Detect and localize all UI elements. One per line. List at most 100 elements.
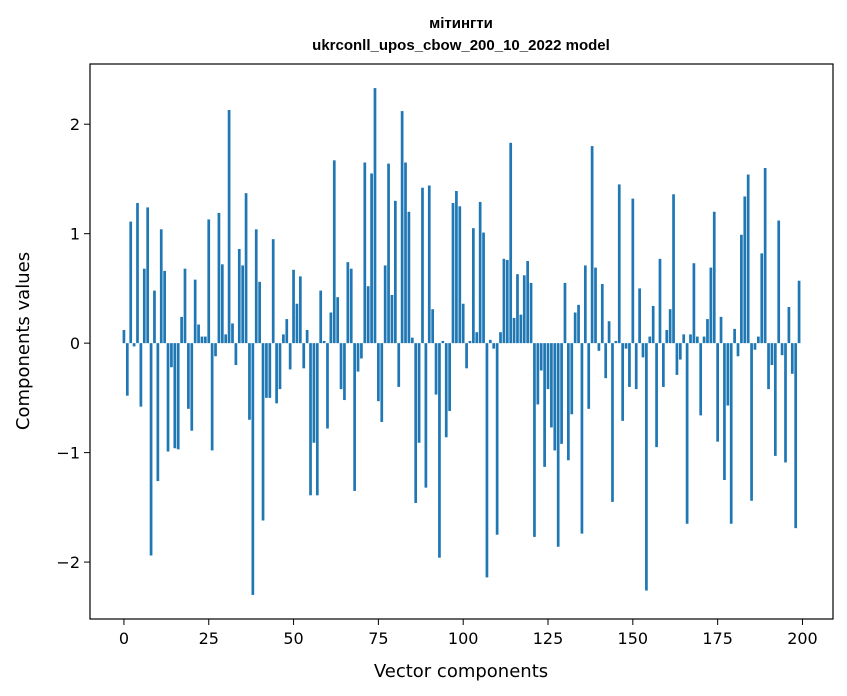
- bar-5: [139, 343, 143, 407]
- bar-164: [678, 343, 682, 360]
- bar-99: [458, 206, 462, 344]
- bar-88: [421, 187, 424, 344]
- bar-75: [377, 343, 380, 402]
- bar-62: [332, 160, 336, 344]
- bar-2: [129, 221, 133, 344]
- bar-7: [146, 207, 150, 344]
- bar-1: [125, 343, 129, 396]
- bar-142: [604, 343, 608, 379]
- bar-158: [658, 258, 662, 344]
- bar-90: [427, 185, 431, 344]
- bar-180: [733, 328, 736, 344]
- bar-86: [414, 343, 418, 503]
- bar-101: [465, 343, 468, 369]
- bar-192: [773, 343, 777, 456]
- bar-128: [556, 343, 560, 547]
- bar-34: [237, 249, 241, 344]
- bar-149: [628, 343, 631, 387]
- bar-177: [723, 343, 726, 480]
- bar-22: [197, 324, 200, 344]
- bar-123: [539, 343, 543, 371]
- bar-189: [763, 167, 767, 344]
- bar-155: [648, 336, 652, 344]
- bar-140: [597, 343, 601, 351]
- bar-181: [736, 343, 740, 357]
- bar-45: [275, 343, 278, 404]
- bar-182: [740, 234, 743, 344]
- bar-186: [753, 343, 757, 350]
- bar-147: [621, 343, 625, 421]
- bar-190: [767, 343, 770, 390]
- bar-168: [692, 263, 696, 344]
- bar-53: [302, 343, 306, 369]
- bar-145: [614, 340, 618, 344]
- bar-79: [390, 294, 394, 344]
- bar-156: [651, 305, 655, 344]
- bar-174: [712, 211, 716, 344]
- bar-72: [366, 286, 370, 344]
- bar-36: [244, 193, 248, 344]
- bar-179: [729, 343, 733, 524]
- bar-8: [149, 343, 153, 556]
- bar-178: [726, 343, 730, 406]
- bar-157: [655, 343, 658, 448]
- bar-104: [475, 332, 479, 344]
- bar-54: [305, 330, 309, 344]
- bar-39: [254, 229, 258, 344]
- bar-83: [404, 162, 407, 344]
- bar-115: [512, 317, 516, 344]
- y-axis-ticks: −2 −1 0 1 2: [56, 115, 90, 572]
- bar-119: [526, 261, 530, 344]
- bar-133: [573, 312, 577, 344]
- bar-191: [770, 343, 774, 366]
- bar-92: [434, 343, 438, 395]
- bar-138: [590, 146, 594, 344]
- x-tick-label: 100: [448, 629, 479, 648]
- bar-80: [393, 200, 397, 344]
- bar-96: [448, 343, 451, 412]
- bar-131: [567, 343, 570, 461]
- bar-129: [560, 343, 563, 444]
- bar-15: [173, 343, 177, 449]
- bar-16: [176, 343, 180, 450]
- bar-173: [709, 267, 713, 344]
- x-tick-label: 25: [199, 629, 219, 648]
- bar-94: [441, 340, 445, 344]
- bar-60: [326, 343, 329, 429]
- bar-150: [631, 198, 635, 344]
- bar-37: [248, 343, 251, 420]
- bar-35: [241, 265, 245, 344]
- bar-126: [550, 343, 553, 428]
- bar-103: [472, 228, 475, 344]
- bar-139: [594, 267, 597, 344]
- bar-77: [383, 265, 387, 344]
- bar-65: [343, 343, 346, 401]
- bar-169: [695, 336, 699, 344]
- bar-0: [122, 330, 126, 344]
- bar-118: [522, 275, 526, 344]
- bar-130: [563, 282, 567, 344]
- bar-109: [492, 343, 496, 349]
- x-axis-label: Vector components: [374, 661, 548, 682]
- bar-141: [600, 284, 604, 344]
- bar-108: [488, 339, 492, 344]
- bar-122: [536, 343, 540, 405]
- bar-46: [278, 343, 282, 390]
- bar-160: [665, 330, 669, 344]
- bar-40: [258, 281, 261, 344]
- bar-23: [200, 336, 204, 344]
- bar-69: [356, 343, 360, 372]
- bar-41: [261, 343, 265, 521]
- bar-161: [668, 309, 672, 344]
- bar-98: [455, 190, 458, 344]
- bar-121: [533, 343, 536, 537]
- bar-48: [285, 319, 289, 344]
- bar-199: [797, 280, 801, 344]
- bar-194: [780, 343, 784, 356]
- bar-81: [397, 343, 401, 387]
- bar-143: [607, 321, 611, 344]
- bar-67: [349, 268, 353, 344]
- bar-64: [339, 343, 343, 390]
- bar-153: [641, 343, 645, 358]
- bar-73: [370, 173, 373, 344]
